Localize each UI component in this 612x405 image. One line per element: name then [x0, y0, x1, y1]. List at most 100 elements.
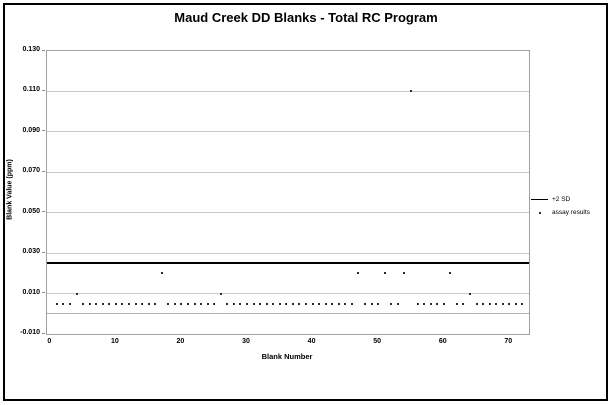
- data-point: [468, 292, 471, 295]
- y-tick-mark: [42, 332, 45, 334]
- y-tick-label: 0.110: [22, 86, 40, 94]
- data-point: [186, 302, 189, 305]
- data-point: [114, 302, 117, 305]
- data-point: [521, 302, 524, 305]
- data-point: [278, 302, 281, 305]
- data-point: [409, 90, 412, 93]
- data-point: [462, 302, 465, 305]
- x-tick-label: 30: [242, 338, 250, 345]
- data-point: [121, 302, 124, 305]
- data-point: [108, 302, 111, 305]
- legend: +2 SD assay results: [531, 196, 609, 222]
- gridline: [47, 90, 529, 92]
- data-point: [318, 302, 321, 305]
- data-point: [495, 302, 498, 305]
- x-tick-label: 40: [307, 338, 316, 345]
- y-tick-label: 0.070: [22, 167, 40, 175]
- data-point: [285, 302, 288, 305]
- data-point: [160, 272, 163, 275]
- plus-2sd-line: [47, 262, 529, 265]
- data-point: [95, 302, 98, 305]
- y-tick-label: 0.030: [22, 248, 40, 256]
- data-point: [311, 302, 314, 305]
- data-point: [383, 272, 386, 275]
- data-point: [246, 302, 248, 305]
- data-point: [482, 302, 485, 305]
- legend-label-sd: +2 SD: [552, 196, 571, 203]
- data-point: [403, 272, 406, 275]
- data-point: [239, 302, 242, 305]
- y-tick-mark: [42, 211, 45, 213]
- data-point: [357, 272, 360, 275]
- data-point: [370, 302, 373, 305]
- plot-area: [46, 50, 530, 335]
- gridline: [47, 212, 529, 214]
- data-point: [55, 302, 58, 305]
- data-point: [127, 302, 130, 305]
- y-tick-mark: [42, 130, 45, 132]
- data-point: [101, 302, 104, 305]
- data-point: [396, 302, 399, 305]
- data-point: [377, 302, 380, 305]
- data-point: [488, 302, 491, 305]
- x-tick-label: 50: [373, 338, 382, 345]
- data-point: [514, 302, 517, 305]
- gridline: [47, 131, 529, 133]
- data-point: [291, 302, 294, 305]
- data-point: [62, 302, 65, 305]
- data-point: [206, 302, 209, 305]
- gridline: [47, 293, 529, 295]
- x-tick-label: 10: [110, 338, 119, 345]
- x-tick-label: 70: [504, 338, 513, 345]
- y-tick-mark: [42, 292, 45, 294]
- data-point: [501, 302, 504, 305]
- data-point: [423, 302, 426, 305]
- data-point: [88, 302, 91, 305]
- assay-marker-icon: [531, 211, 548, 214]
- data-point: [173, 302, 176, 305]
- data-point: [200, 302, 203, 305]
- data-point: [252, 302, 255, 305]
- data-point: [390, 302, 393, 305]
- y-tick-label: 0.050: [22, 207, 40, 215]
- x-tick-label: 60: [438, 338, 447, 345]
- x-tick-label: 20: [176, 338, 185, 345]
- data-point: [364, 302, 367, 305]
- data-point: [442, 302, 445, 305]
- data-point: [429, 302, 432, 305]
- x-axis-title: Blank Number: [261, 352, 313, 361]
- data-point: [75, 292, 78, 295]
- data-point: [449, 272, 452, 275]
- data-point: [219, 292, 222, 295]
- y-tick-mark: [42, 89, 45, 91]
- data-point: [193, 302, 196, 305]
- legend-label-assay: assay results: [552, 209, 590, 216]
- data-point: [455, 302, 458, 305]
- data-point: [147, 302, 150, 305]
- y-axis-ticks: 0.130 0.110 0.090 0.070 0.050 0.030 0.010 -0.01…: [0, 46, 45, 336]
- data-point: [226, 302, 229, 305]
- data-point: [344, 302, 347, 305]
- x-axis-ticks: 0 10 20 30 40 50 60 70: [46, 336, 528, 348]
- gridline: [47, 171, 529, 173]
- y-tick-mark: [42, 49, 45, 51]
- data-point: [213, 302, 216, 305]
- x-tick-label: 0: [47, 338, 52, 345]
- data-point: [272, 302, 275, 305]
- y-tick-mark: [42, 170, 45, 172]
- data-point: [508, 302, 511, 305]
- data-point: [475, 302, 478, 305]
- y-tick-label: 0.130: [22, 46, 40, 53]
- y-tick-mark: [42, 251, 45, 253]
- sd-line-icon: [531, 198, 548, 201]
- data-point: [259, 302, 262, 305]
- legend-item-assay: assay results: [531, 209, 609, 216]
- data-point: [141, 302, 144, 305]
- data-point: [154, 302, 157, 305]
- gridline: [47, 252, 529, 254]
- y-tick-label: -0.010: [20, 329, 40, 336]
- y-tick-label: 0.010: [22, 288, 40, 296]
- legend-item-sd: +2 SD: [531, 196, 609, 203]
- data-point: [265, 302, 268, 305]
